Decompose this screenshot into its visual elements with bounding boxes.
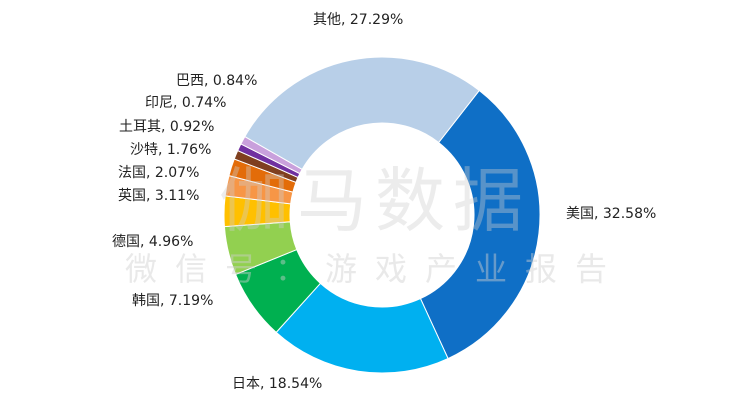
label-其他: 其他, 27.29%	[313, 12, 403, 28]
label-印尼: 印尼, 0.74%	[145, 95, 226, 111]
label-巴西: 巴西, 0.84%	[176, 73, 257, 89]
watermark-main: 伽马数据	[219, 160, 531, 242]
label-沙特: 沙特, 1.76%	[130, 142, 211, 158]
label-德国: 德国, 4.96%	[112, 234, 193, 250]
slice-其他	[244, 56, 480, 171]
label-土耳其: 土耳其, 0.92%	[119, 119, 214, 135]
watermark: 伽马数据 微信号：游戏产业报告	[125, 160, 625, 288]
label-日本: 日本, 18.54%	[232, 376, 322, 392]
label-韩国: 韩国, 7.19%	[132, 293, 213, 309]
slice-美国	[419, 89, 541, 360]
slices-group	[223, 56, 541, 374]
label-法国: 法国, 2.07%	[118, 165, 199, 181]
labels-group: 美国, 32.58% 日本, 18.54% 韩国, 7.19% 德国, 4.96% 英国…	[112, 12, 656, 392]
watermark-sub: 微信号：游戏产业报告	[125, 250, 625, 288]
label-美国: 美国, 32.58%	[566, 206, 656, 222]
label-英国: 英国, 3.11%	[118, 187, 199, 204]
